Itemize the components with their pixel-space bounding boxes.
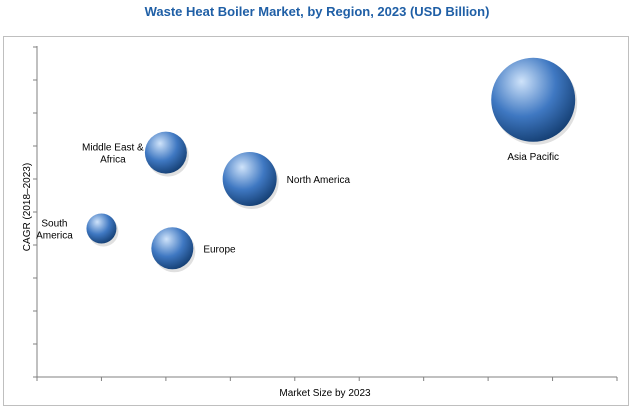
- chart-title: Waste Heat Boiler Market, by Region, 202…: [144, 4, 490, 19]
- bubble-north-america: [222, 152, 277, 206]
- bubble-label: Middle East & Africa: [82, 143, 144, 166]
- bubble-label: Asia Pacific: [507, 152, 559, 163]
- chart-frame: [3, 36, 629, 406]
- y-axis-title: CAGR (2018–2023): [22, 163, 33, 251]
- x-axis-title: Market Size by 2023: [279, 388, 371, 399]
- bubble-europe: [151, 227, 194, 270]
- bubble-label: South America: [36, 219, 73, 242]
- bubble-label: North America: [287, 175, 351, 186]
- bubble-label: Europe: [203, 244, 236, 255]
- bubble-middle-east-africa: [144, 131, 187, 174]
- bubble-asia-pacific: [491, 57, 576, 142]
- bubble-south-america: [86, 213, 117, 244]
